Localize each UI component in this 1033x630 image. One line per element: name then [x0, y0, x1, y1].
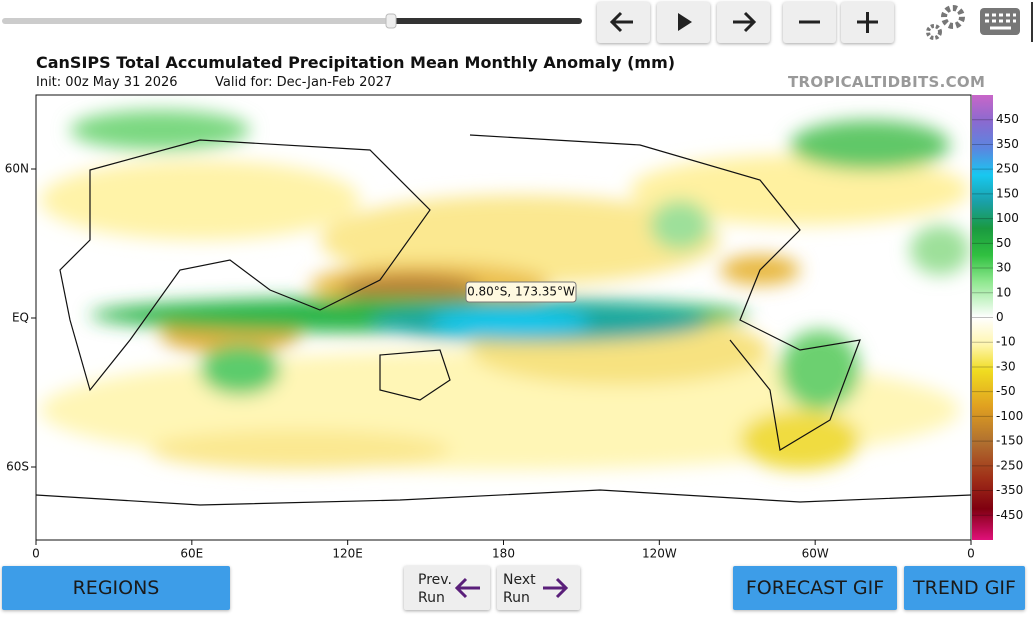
y-tick-label: 60N: [5, 162, 29, 176]
colorbar-label: -350: [996, 483, 1023, 497]
x-tick-label: 60E: [180, 547, 203, 561]
colorbar-label: -10: [996, 335, 1016, 349]
button-label: Prev.: [418, 572, 452, 588]
colorbar: [972, 95, 993, 540]
valid-time: Valid for: Dec-Jan-Feb 2027: [215, 75, 393, 90]
colorbar-label: 30: [996, 261, 1011, 275]
colorbar-label: -250: [996, 458, 1023, 472]
colorbar-label: 0: [996, 310, 1004, 324]
step-back-button[interactable]: [597, 2, 650, 43]
tooltip-text: 0.80°S, 173.35°W: [467, 285, 575, 299]
x-tick-label: 0: [967, 547, 975, 561]
x-tick-label: 180: [492, 547, 515, 561]
colorbar-label: -150: [996, 434, 1023, 448]
next-run-button[interactable]: Next Run: [497, 566, 580, 610]
slider-track-right: [392, 18, 582, 24]
gear-icon[interactable]: [941, 5, 965, 29]
colorbar-label: -30: [996, 359, 1016, 373]
map-panel: 0.80°S, 173.35°W 0 60E 120E 180 120W 60W 0 60N E…: [5, 94, 1023, 561]
anomaly-field: [36, 95, 971, 540]
x-tick-label: 120E: [332, 547, 363, 561]
x-tick-label: 120W: [642, 547, 677, 561]
button-label: Run: [418, 590, 445, 606]
colorbar-label: 50: [996, 236, 1011, 250]
prev-run-button[interactable]: Prev. Run: [404, 566, 490, 610]
step-forward-button[interactable]: [717, 2, 770, 43]
colorbar-label: 150: [996, 186, 1019, 200]
colorbar-label: -450: [996, 508, 1023, 522]
zoom-in-button[interactable]: [841, 2, 894, 43]
y-tick-label: EQ: [12, 311, 29, 325]
colorbar-label: 100: [996, 211, 1019, 225]
settings-icons[interactable]: [920, 0, 1033, 44]
colorbar-label: 10: [996, 285, 1011, 299]
gear-icon-small[interactable]: [926, 24, 942, 40]
slider-track-left: [2, 18, 392, 24]
brand: TROPICALTIDBITS.COM: [788, 73, 986, 91]
coastlines: [59, 134, 861, 451]
colorbar-label: 450: [996, 112, 1019, 126]
y-tick-label: 60S: [6, 460, 29, 474]
slider-thumb[interactable]: [385, 13, 397, 29]
button-label: Run: [503, 590, 530, 606]
colorbar-label: -50: [996, 384, 1016, 398]
button-label: Next: [503, 572, 536, 588]
zoom-out-button[interactable]: [783, 2, 836, 43]
init-time: Init: 00z May 31 2026: [36, 75, 178, 90]
colorbar-label: 250: [996, 162, 1019, 176]
forecast-gif-button[interactable]: FORECAST GIF: [733, 566, 897, 610]
map-title: CanSIPS Total Accumulated Precipitation …: [36, 53, 676, 72]
map-tooltip: 0.80°S, 173.35°W: [465, 281, 577, 303]
x-tick-label: 60W: [802, 547, 829, 561]
trend-gif-button[interactable]: TREND GIF: [904, 566, 1025, 610]
play-button[interactable]: [657, 2, 710, 43]
x-tick-label: 0: [32, 547, 40, 561]
colorbar-label: -100: [996, 409, 1023, 423]
regions-button[interactable]: REGIONS: [2, 566, 230, 610]
colorbar-label: 350: [996, 137, 1019, 151]
time-slider[interactable]: [0, 0, 590, 44]
